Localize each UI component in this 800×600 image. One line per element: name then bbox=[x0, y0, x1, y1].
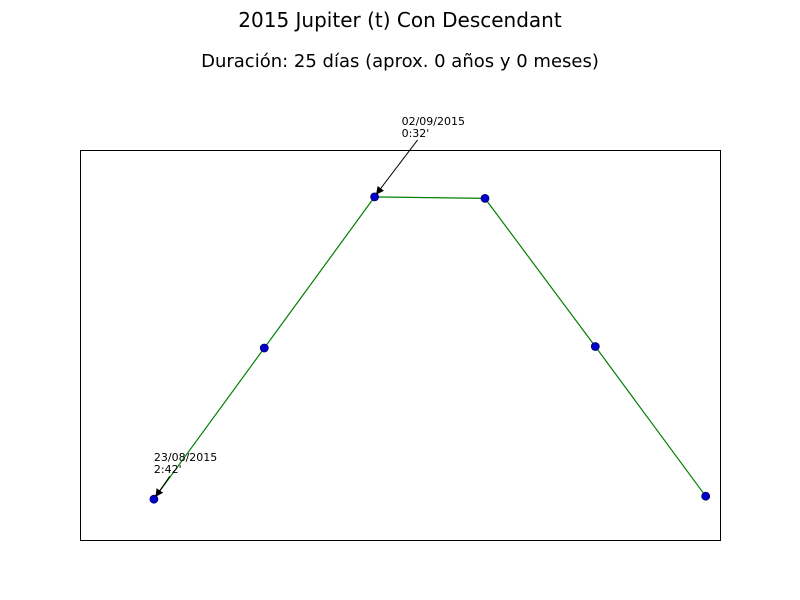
data-point-2 bbox=[259, 343, 269, 353]
annotation-label: 02/09/2015 0:32' bbox=[402, 115, 465, 140]
marker-layer bbox=[149, 192, 711, 504]
data-point-4 bbox=[480, 193, 490, 203]
data-point-6 bbox=[701, 491, 711, 501]
series-layer bbox=[153, 196, 707, 500]
annotation-arrow bbox=[155, 475, 171, 498]
series-line bbox=[153, 196, 707, 500]
annotation-label: 23/08/2015 2:42' bbox=[154, 451, 217, 476]
data-point-1 bbox=[149, 494, 159, 504]
annotation-2: 02/09/2015 0:32' bbox=[375, 115, 465, 195]
data-point-3 bbox=[370, 192, 380, 202]
chart-title: 2015 Jupiter (t) Con Descendant bbox=[238, 8, 562, 32]
data-point-5 bbox=[590, 342, 600, 351]
annotation-arrow bbox=[375, 139, 418, 195]
annotation-layer: 23/08/2015 2:42' 02/09/2015 0:32' bbox=[154, 115, 465, 498]
chart-subtitle: Duración: 25 días (aprox. 0 años y 0 mes… bbox=[201, 51, 599, 72]
plot-frame bbox=[80, 150, 721, 541]
annotation-1: 23/08/2015 2:42' bbox=[154, 451, 217, 498]
